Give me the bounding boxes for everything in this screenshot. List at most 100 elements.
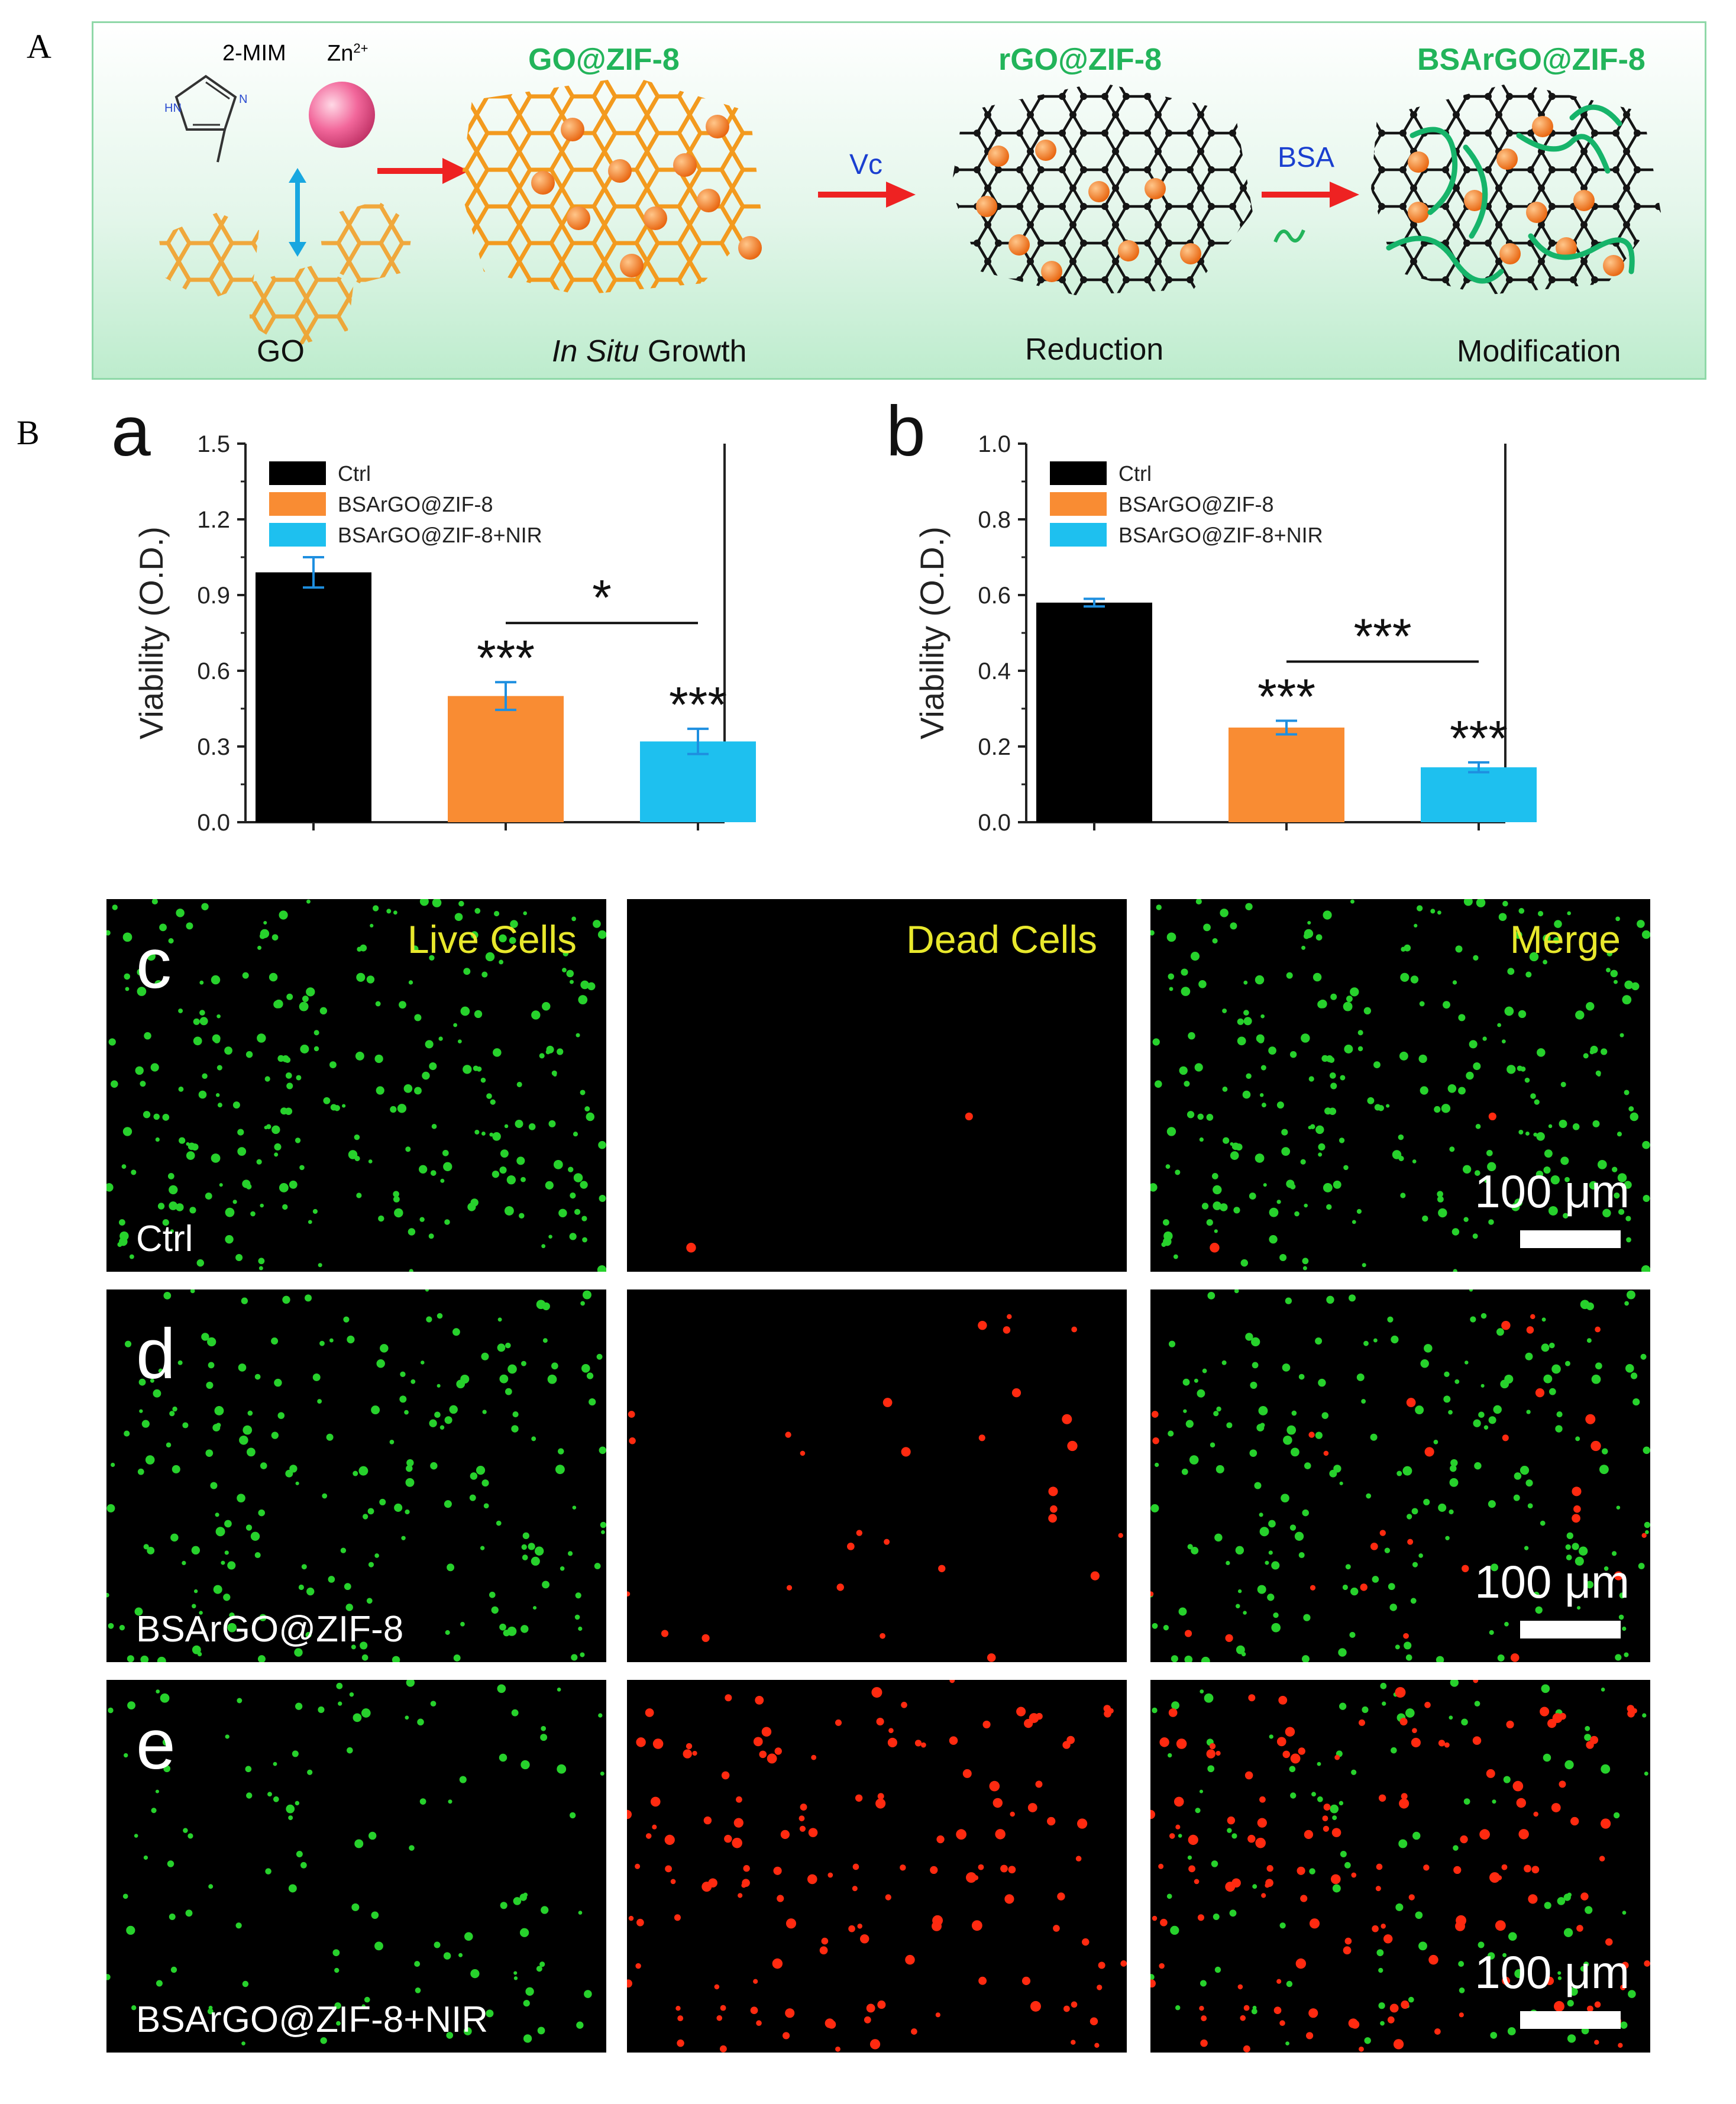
live-cell xyxy=(1339,1702,1347,1710)
micro-panel-d-2 xyxy=(627,1289,1127,1662)
live-cell xyxy=(1624,980,1633,990)
live-cell xyxy=(1620,2021,1628,2029)
live-cell xyxy=(443,1162,452,1171)
live-cell xyxy=(540,1734,548,1741)
dead-cell xyxy=(1551,1803,1561,1812)
live-cell xyxy=(1332,1884,1341,1893)
live-cell xyxy=(1491,1563,1499,1572)
live-cell xyxy=(421,1360,425,1365)
live-cell xyxy=(521,1177,526,1182)
live-cell xyxy=(486,2009,494,2018)
live-cell xyxy=(187,1833,193,1839)
dead-cell xyxy=(1406,1398,1416,1407)
live-cell xyxy=(1373,1338,1378,1343)
live-cell xyxy=(1323,1183,1333,1192)
live-cell xyxy=(144,1032,151,1040)
live-cell xyxy=(531,1010,541,1020)
live-cell xyxy=(353,1713,362,1722)
dead-cell xyxy=(1276,1979,1282,1984)
zinc-ion-sphere-icon xyxy=(309,82,375,148)
live-cell xyxy=(1473,1419,1481,1427)
live-cell xyxy=(271,1337,279,1345)
live-cell xyxy=(178,1086,184,1092)
live-cell xyxy=(1190,952,1200,961)
live-cell xyxy=(393,1196,400,1203)
significance-stars: *** xyxy=(669,677,727,732)
dead-cell xyxy=(725,1694,732,1702)
live-cell xyxy=(1641,1265,1650,1272)
live-cell xyxy=(474,1010,483,1019)
legend-label: Ctrl xyxy=(1118,461,1152,486)
dead-cell xyxy=(1644,1960,1650,1967)
live-cell xyxy=(1449,1509,1454,1515)
live-cell xyxy=(1445,1536,1450,1541)
dead-cell xyxy=(755,1695,764,1705)
live-cell xyxy=(211,1153,221,1163)
live-cell xyxy=(1418,1054,1427,1064)
live-cell xyxy=(1592,1120,1600,1127)
dead-cell xyxy=(1472,1736,1482,1745)
live-cell xyxy=(258,1509,265,1517)
live-cell xyxy=(480,1077,486,1083)
live-cell xyxy=(295,1801,300,1806)
live-cell xyxy=(145,1455,155,1465)
live-cell xyxy=(1454,1379,1460,1384)
live-cell xyxy=(1350,1587,1359,1596)
live-cell xyxy=(470,1472,478,1480)
live-cell xyxy=(536,1300,546,1310)
dead-cell xyxy=(1276,1737,1286,1747)
live-cell xyxy=(1182,1378,1190,1386)
live-cell xyxy=(500,1149,509,1158)
dead-cell xyxy=(882,1398,893,1407)
dead-cell xyxy=(1151,1411,1159,1418)
live-cell xyxy=(1617,1173,1627,1182)
live-cell xyxy=(557,1448,564,1455)
live-cell xyxy=(1606,968,1611,972)
dead-cell xyxy=(785,1918,797,1929)
live-cell xyxy=(299,1001,309,1011)
live-cell xyxy=(1318,1143,1326,1151)
live-cell xyxy=(581,1364,590,1373)
dead-cell xyxy=(956,1829,966,1840)
live-cell xyxy=(1525,1479,1533,1487)
live-cell xyxy=(1150,1504,1159,1512)
dead-cell xyxy=(1383,1934,1393,1944)
dead-cell xyxy=(1334,1754,1340,1760)
live-cell xyxy=(1311,1792,1316,1797)
live-cell xyxy=(1461,1718,1468,1726)
dead-cell xyxy=(1278,1695,1288,1705)
dead-cell xyxy=(785,2008,795,2018)
dead-cell xyxy=(1526,1326,1534,1334)
live-cell xyxy=(307,1769,313,1775)
dead-cell xyxy=(1502,1434,1509,1442)
live-cell xyxy=(277,1412,285,1419)
dead-cell xyxy=(1021,1976,1031,1985)
dead-cell xyxy=(800,1804,807,1811)
live-cell xyxy=(1449,1146,1455,1152)
live-cell xyxy=(1415,1405,1424,1415)
dead-cell xyxy=(1082,1938,1090,1946)
live-cell xyxy=(1362,1706,1369,1714)
live-cell xyxy=(169,1411,175,1417)
live-cell xyxy=(141,1420,150,1428)
live-cell xyxy=(1524,1546,1529,1550)
live-cell xyxy=(274,1143,282,1151)
legend-label: BSArGO@ZIF-8 xyxy=(1118,492,1274,516)
live-cell xyxy=(124,1340,132,1347)
live-cell xyxy=(258,1258,265,1265)
live-cell xyxy=(1222,1086,1228,1092)
live-cell xyxy=(178,1009,183,1013)
live-cell xyxy=(1315,1337,1323,1345)
live-cell xyxy=(406,1680,415,1687)
live-cell xyxy=(589,1398,596,1406)
live-cell xyxy=(1213,1201,1222,1210)
live-cell xyxy=(1283,1436,1292,1445)
scale-bar xyxy=(1520,1621,1621,1638)
live-cell xyxy=(1585,1725,1590,1731)
live-cell xyxy=(408,980,413,985)
live-cell xyxy=(1411,1508,1418,1515)
live-cell xyxy=(430,1462,438,1470)
live-cell xyxy=(1340,1850,1347,1857)
live-cell xyxy=(1195,1808,1201,1814)
live-cell xyxy=(313,1030,319,1036)
